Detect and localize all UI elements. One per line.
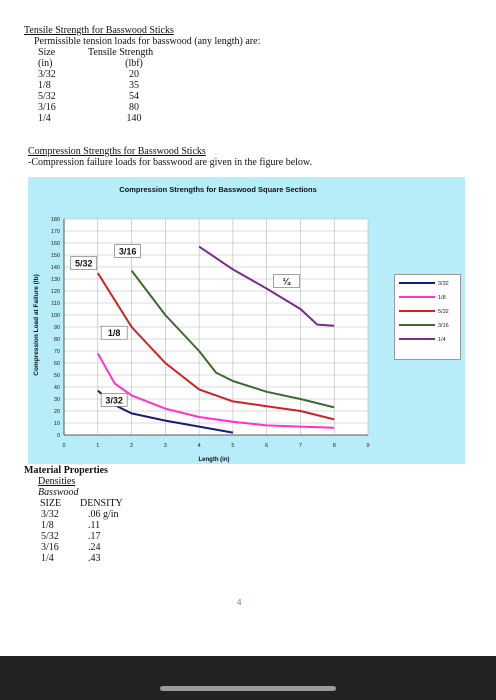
- tension-header-strength: Tensile Strength: [88, 47, 154, 58]
- legend-label: 1/8: [438, 295, 446, 301]
- tension-unit-strength: (lbf): [125, 58, 143, 69]
- density-row-size: 3/16: [41, 542, 59, 553]
- y-tick-labels: 0 10 20 30 40 50 60 70 80 90 100 110 120 130 140 150 160…: [51, 217, 60, 439]
- series-labels: 3/32 1/8 5/32 3/16 ¼: [70, 244, 300, 407]
- y-tick-label: 130: [51, 277, 60, 283]
- x-tick-label: 0: [62, 443, 65, 449]
- series-line-3-16: [130, 269, 335, 409]
- density-header-density: DENSITY: [80, 498, 123, 509]
- series-label: 3/32: [105, 395, 123, 405]
- legend-label: 3/16: [438, 323, 449, 329]
- density-table: SIZE DENSITY 3/32 .06 g/in 1/8 .11 5/32 …: [0, 498, 300, 568]
- tension-row-size: 1/8: [38, 80, 51, 91]
- legend-label: 5/32: [438, 309, 449, 315]
- series-label-box: [100, 325, 128, 340]
- x-tick-label: 8: [333, 443, 336, 449]
- tension-table: Size Tensile Strength (in) (lbf) 3/32 20…: [0, 47, 300, 127]
- tension-row-size: 3/32: [38, 69, 56, 80]
- series-label-box: [114, 244, 141, 258]
- y-axis-label: Compression Load at Failure (lb): [33, 274, 40, 375]
- density-row-size: 1/8: [41, 520, 54, 531]
- y-tick-label: 80: [54, 337, 60, 343]
- y-tick-label: 110: [51, 301, 60, 307]
- series-line-1-4: [198, 245, 335, 327]
- y-tick-label: 90: [54, 325, 60, 331]
- x-tick-label: 2: [130, 443, 133, 449]
- series-label: 1/8: [108, 328, 121, 338]
- tension-header-size: Size: [38, 47, 56, 58]
- series-label: 3/16: [119, 247, 137, 257]
- x-tick-label: 1: [96, 443, 99, 449]
- y-tick-label: 170: [51, 229, 60, 235]
- home-indicator[interactable]: [160, 686, 336, 691]
- x-tick-label: 7: [299, 443, 302, 449]
- y-tick-label: 160: [51, 241, 60, 247]
- y-tick-label: 180: [51, 217, 60, 223]
- x-tick-label: 3: [164, 443, 167, 449]
- y-tick-label: 10: [54, 421, 60, 427]
- chart-svg: Compression Strengths for Basswood Squar…: [33, 185, 370, 463]
- density-row-size: 5/32: [41, 531, 59, 542]
- series-line-5-32: [96, 272, 335, 421]
- basswood-heading: Basswood: [38, 487, 79, 498]
- x-tick-labels: 0 1 2 3 4 5 6 7 8 9: [62, 443, 369, 449]
- density-row-value: .11: [88, 520, 101, 531]
- bottom-navigation-bar: [0, 656, 496, 700]
- chart-legend: 3/32 1/8 5/32 3/16 1/4: [394, 274, 461, 360]
- x-tick-label: 5: [231, 443, 234, 449]
- series-label-box: [100, 393, 128, 407]
- tension-row-value: 20: [129, 69, 139, 80]
- legend-svg: 3/32 1/8 5/32 3/16 1/4: [399, 281, 449, 343]
- density-row-value: .17: [88, 531, 101, 542]
- legend-label: 3/32: [438, 281, 449, 287]
- density-header-size: SIZE: [40, 498, 62, 509]
- y-tick-label: 20: [54, 409, 60, 415]
- series-label-box: [273, 274, 300, 288]
- page-number: 4: [237, 598, 242, 607]
- density-row-size: 1/4: [41, 553, 54, 564]
- x-tick-label: 4: [198, 443, 201, 449]
- y-tick-label: 100: [51, 313, 60, 319]
- material-title: Material Properties: [24, 465, 108, 476]
- tension-row-value: 35: [129, 80, 139, 91]
- density-row-value: .06 g/in: [88, 509, 119, 520]
- y-tick-label: 140: [51, 265, 60, 271]
- legend-label: 1/4: [438, 337, 446, 343]
- series-label: 5/32: [75, 259, 93, 269]
- tension-row-size: 3/16: [38, 102, 56, 113]
- tension-row-size: 5/32: [38, 91, 56, 102]
- y-tick-label: 70: [54, 349, 60, 355]
- tension-intro: Permissible tension loads for basswood (…: [34, 36, 261, 47]
- y-tick-label: 50: [54, 373, 60, 379]
- y-tick-label: 40: [54, 385, 60, 391]
- x-axis-label: Length (in): [199, 457, 230, 463]
- y-tick-label: 0: [57, 433, 60, 439]
- density-row-value: .43: [88, 553, 101, 564]
- x-tick-label: 9: [366, 443, 369, 449]
- tension-row-size: 1/4: [38, 113, 51, 124]
- series-label-box: [70, 256, 98, 270]
- y-tick-label: 150: [51, 253, 60, 259]
- tension-row-value: 54: [129, 91, 139, 102]
- compression-intro: -Compression failure loads for basswood …: [28, 157, 312, 168]
- density-row-size: 3/32: [41, 509, 59, 520]
- tension-row-value: 140: [126, 113, 142, 124]
- compression-chart: Compression Strengths for Basswood Squar…: [28, 177, 465, 464]
- density-row-value: .24: [88, 542, 101, 553]
- y-tick-label: 30: [54, 397, 60, 403]
- series-label: ¼: [283, 277, 292, 287]
- y-tick-label: 120: [51, 289, 60, 295]
- chart-series: [96, 245, 335, 434]
- densities-heading: Densities: [38, 476, 76, 487]
- tension-row-value: 80: [129, 102, 139, 113]
- series-line-1-8: [96, 352, 335, 429]
- chart-title: Compression Strengths for Basswood Squar…: [119, 185, 317, 194]
- y-tick-label: 60: [54, 361, 60, 367]
- compression-title: Compression Strengths for Basswood Stick…: [28, 146, 206, 157]
- tension-unit-size: (in): [38, 58, 53, 69]
- tension-title: Tensile Strength for Basswood Sticks: [24, 25, 174, 36]
- x-tick-label: 6: [265, 443, 268, 449]
